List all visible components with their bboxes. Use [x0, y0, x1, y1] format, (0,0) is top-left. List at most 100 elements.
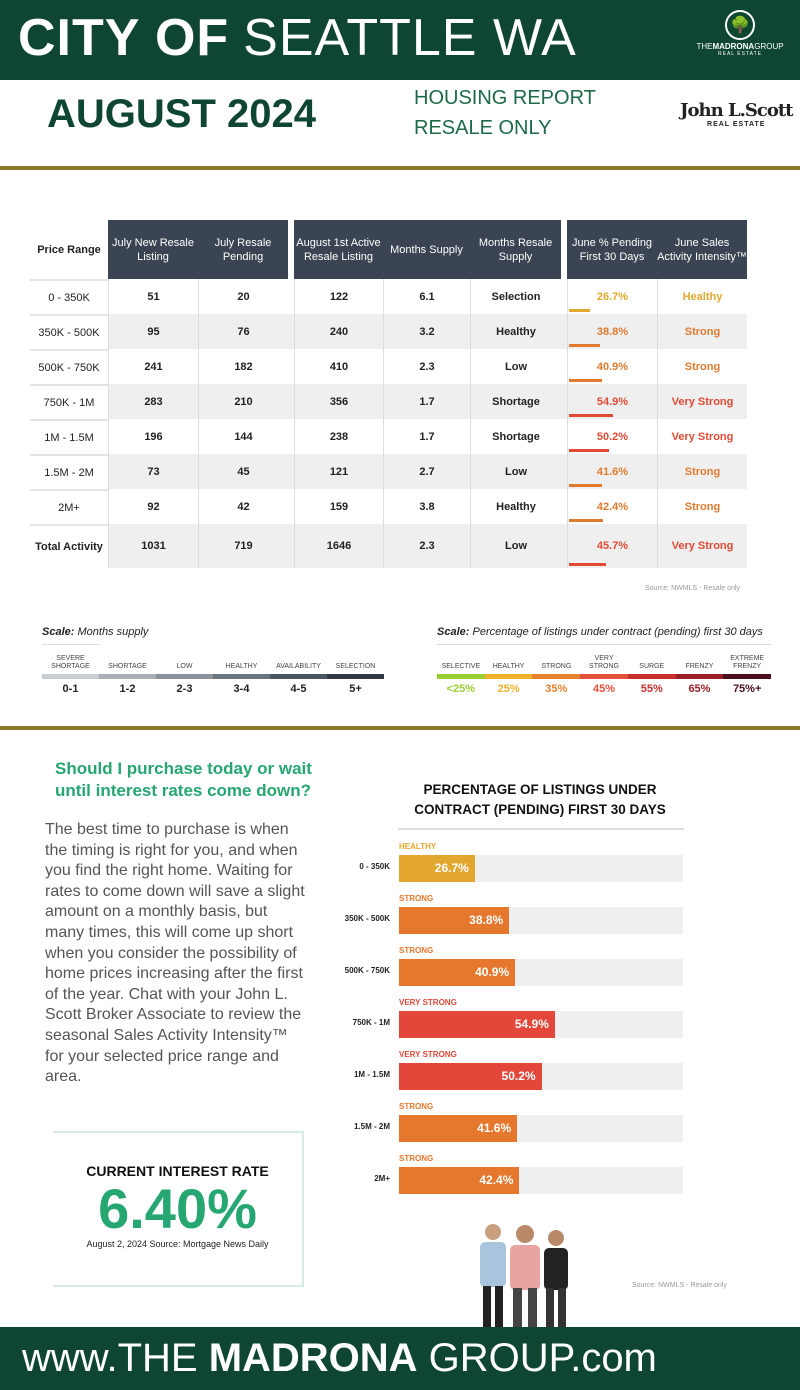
cell-months: 1.7: [383, 384, 470, 419]
column-header: July Resale Pending: [198, 220, 288, 279]
footer-website[interactable]: www.THE MADRONA GROUP.com: [0, 1327, 800, 1390]
table-source: Source: NWMLS - Resale only: [645, 585, 740, 592]
bar-price-label: 1M - 1.5M: [353, 1070, 390, 1079]
cell-supply: Selection: [470, 279, 561, 314]
cell-supply: Low: [470, 524, 561, 568]
table-row: 2M+ 92 42 159 3.8 Healthy 42.4% Strong: [30, 489, 747, 524]
bar-price-label: 0 - 350K: [359, 862, 390, 871]
cell-active: 121: [294, 454, 383, 489]
chart-row: VERY STRONG 750K - 1M 54.9%: [330, 998, 690, 1038]
pct-bar: [569, 563, 606, 566]
cell-supply: Healthy: [470, 314, 561, 349]
report-subtitle-2: RESALE ONLY: [414, 117, 552, 139]
report-subtitle-1: HOUSING REPORT: [414, 87, 596, 109]
cell-months: 3.2: [383, 314, 470, 349]
cell-active: 238: [294, 419, 383, 454]
cell-pct: 41.6%: [567, 454, 657, 489]
cell-range: 1.5M - 2M: [30, 454, 108, 489]
scale-value: 2-3: [176, 683, 193, 695]
scale-value: 3-4: [233, 683, 250, 695]
cell-new: 51: [108, 279, 198, 314]
chart-row: STRONG 500K - 750K 40.9%: [330, 946, 690, 986]
scale-label: HEALTHY: [492, 663, 525, 670]
scale-value: 5+: [349, 683, 362, 695]
bar: 54.9%: [399, 1011, 555, 1038]
cell-new: 283: [108, 384, 198, 419]
bar-price-label: 2M+: [374, 1174, 390, 1183]
scale-label: SURGE: [639, 663, 665, 670]
cell-pending: 20: [198, 279, 288, 314]
divider: [0, 166, 800, 170]
chart-row: HEALTHY 0 - 350K 26.7%: [330, 842, 690, 882]
scale-swatch: [99, 674, 156, 679]
bar: 38.8%: [399, 907, 510, 934]
cell-pending: 719: [198, 524, 288, 568]
scale-label: SHORTAGE: [108, 663, 147, 670]
pct-bar: [569, 309, 591, 312]
cell-range: 2M+: [30, 489, 108, 524]
cell-intensity: Strong: [657, 489, 747, 524]
cell-supply: Shortage: [470, 384, 561, 419]
chart-row: STRONG 1.5M - 2M 41.6%: [330, 1102, 690, 1142]
cell-pending: 42: [198, 489, 288, 524]
cell-months: 2.7: [383, 454, 470, 489]
chart-rule: [398, 828, 684, 830]
bar-price-label: 350K - 500K: [344, 914, 390, 923]
cell-active: 159: [294, 489, 383, 524]
scale-value: <25%: [446, 683, 476, 695]
scale-swatch: [327, 674, 384, 679]
bar-price-label: 500K - 750K: [344, 966, 390, 975]
chart-title: PERCENTAGE OF LISTINGS UNDER CONTRACT (P…: [414, 782, 666, 817]
scale-swatch: [484, 674, 533, 679]
cell-range: 500K - 750K: [30, 349, 108, 384]
scale-value: 25%: [497, 683, 520, 695]
scale-label: AVAILABILITY: [276, 663, 321, 670]
cell-pending: 76: [198, 314, 288, 349]
cell-active: 356: [294, 384, 383, 419]
cell-pct: 38.8%: [567, 314, 657, 349]
cell-new: 95: [108, 314, 198, 349]
title-bold: CITY OF: [18, 9, 230, 67]
scale-swatch: [580, 674, 628, 679]
scale-label: SELECTIVE: [441, 663, 481, 670]
table-row: 1.5M - 2M 73 45 121 2.7 Low 41.6% Strong: [30, 454, 747, 489]
divider: [0, 726, 800, 730]
cell-intensity: Very Strong: [657, 419, 747, 454]
cell-active: 122: [294, 279, 383, 314]
cell-pending: 45: [198, 454, 288, 489]
cell-new: 241: [108, 349, 198, 384]
pct-bar: [569, 379, 602, 382]
bar-track: 42.4%: [399, 1167, 683, 1194]
pct-bar: [569, 449, 610, 452]
cell-pct: 50.2%: [567, 419, 657, 454]
bar: 42.4%: [399, 1167, 520, 1194]
interest-rate-box: CURRENT INTEREST RATE 6.40% August 2, 20…: [53, 1131, 304, 1287]
scale-label: HEALTHY: [225, 663, 258, 670]
chart-row: STRONG 350K - 500K 38.8%: [330, 894, 690, 934]
scale-swatch: [627, 674, 676, 679]
cell-supply: Low: [470, 349, 561, 384]
cell-pending: 182: [198, 349, 288, 384]
scale-title: Scale: Months supply: [42, 626, 149, 638]
cell-range: 1M - 1.5M: [30, 419, 108, 454]
cell-pct: 26.7%: [567, 279, 657, 314]
scale-label: SELECTION: [335, 663, 376, 670]
interest-source: August 2, 2024 Source: Mortgage News Dai…: [86, 1239, 269, 1249]
table-row: 500K - 750K 241 182 410 2.3 Low 40.9% Strong: [30, 349, 747, 384]
scale-value: 75%+: [732, 683, 762, 695]
scale-label: SEVERE SHORTAGE: [51, 655, 90, 670]
scale-value: 35%: [545, 683, 568, 695]
cell-pct: 54.9%: [567, 384, 657, 419]
bar: 26.7%: [399, 855, 475, 882]
cell-intensity: Healthy: [657, 279, 747, 314]
chart-row: VERY STRONG 1M - 1.5M 50.2%: [330, 1050, 690, 1090]
column-header: August 1st Active Resale Listing: [294, 220, 383, 279]
cell-range: 350K - 500K: [30, 314, 108, 349]
article-question: Should I purchase today or wait until in…: [55, 759, 312, 800]
scale-title: Scale: Percentage of listings under cont…: [437, 626, 763, 638]
scale-value: 1-2: [119, 683, 136, 695]
scale-swatch: [437, 674, 485, 679]
cell-pct: 45.7%: [567, 524, 657, 568]
cell-new: 73: [108, 454, 198, 489]
interest-value: 6.40%: [98, 1177, 257, 1240]
